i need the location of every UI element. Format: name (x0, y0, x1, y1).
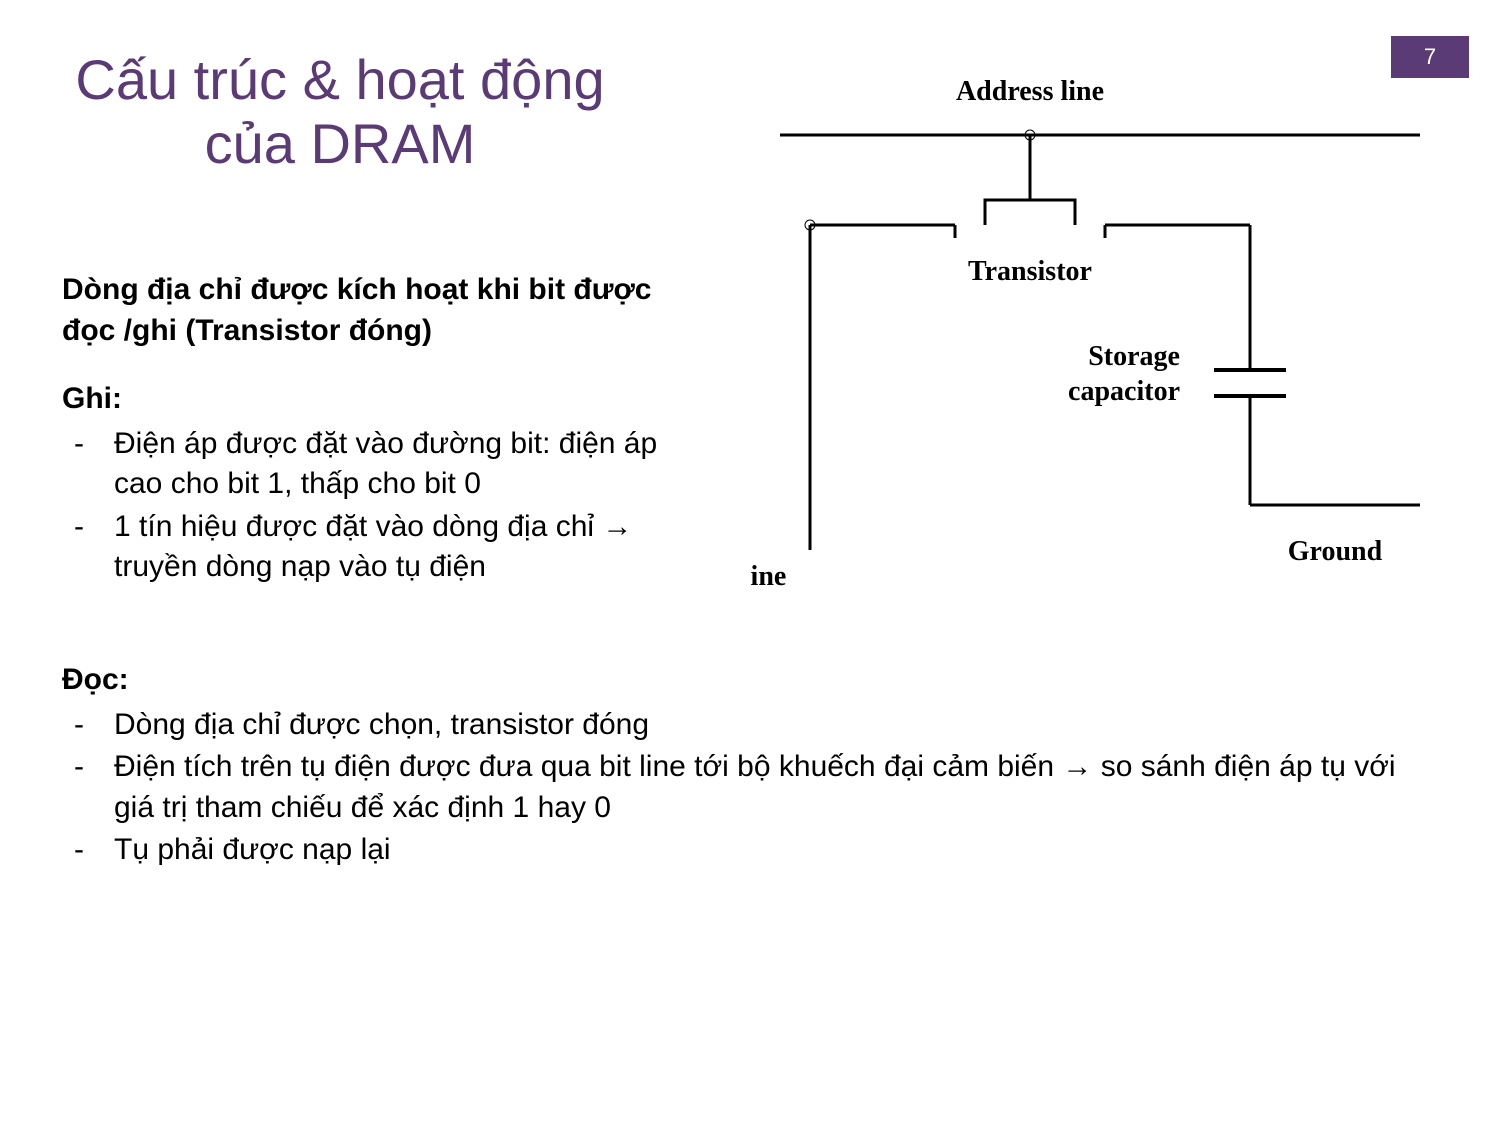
list-item: 1 tín hiệu được đặt vào dòng địa chỉ → t… (62, 507, 702, 588)
transistor-label: Transistor (968, 256, 1092, 287)
content-upper: Dòng địa chỉ được kích hoạt khi bit được… (62, 270, 702, 590)
list-item: Điện tích trên tụ điện được đưa qua bit … (62, 747, 1442, 828)
list-item: Điện áp được đặt vào đường bit: điện áp … (62, 424, 702, 505)
dram-cell-diagram: Address line Bit line B Transistor Stora… (750, 60, 1450, 620)
list-item: Dòng địa chỉ được chọn, transistor đóng (62, 705, 1442, 746)
bit-line-label-1: Bit line (750, 561, 786, 592)
list-item-text: Điện tích trên tụ điện được đưa qua bit … (114, 750, 1396, 824)
list-item: Tụ phải được nạp lại (62, 830, 1442, 871)
list-item-text: Tụ phải được nạp lại (114, 833, 391, 866)
slide-title: Cấu trúc & hoạt động của DRAM (60, 48, 620, 177)
list-item-text: 1 tín hiệu được đặt vào dòng địa chỉ → t… (114, 510, 632, 584)
content-lower: Đọc: Dòng địa chỉ được chọn, transistor … (62, 650, 1442, 873)
ground-label: Ground (1288, 536, 1383, 567)
capacitor-label-2: capacitor (1068, 376, 1180, 407)
list-item-text: Dòng địa chỉ được chọn, transistor đóng (114, 708, 649, 741)
capacitor-label-1: Storage (1088, 341, 1180, 372)
ghi-label: Ghi: (62, 379, 702, 420)
doc-list: Dòng địa chỉ được chọn, transistor đóng … (62, 705, 1442, 871)
transistor-gate (985, 200, 1075, 225)
address-line-label: Address line (956, 76, 1104, 107)
intro-text: Dòng địa chỉ được kích hoạt khi bit được… (62, 270, 702, 351)
list-item-text: Điện áp được đặt vào đường bit: điện áp … (114, 427, 657, 501)
ghi-list: Điện áp được đặt vào đường bit: điện áp … (62, 424, 702, 588)
doc-label: Đọc: (62, 660, 1442, 701)
